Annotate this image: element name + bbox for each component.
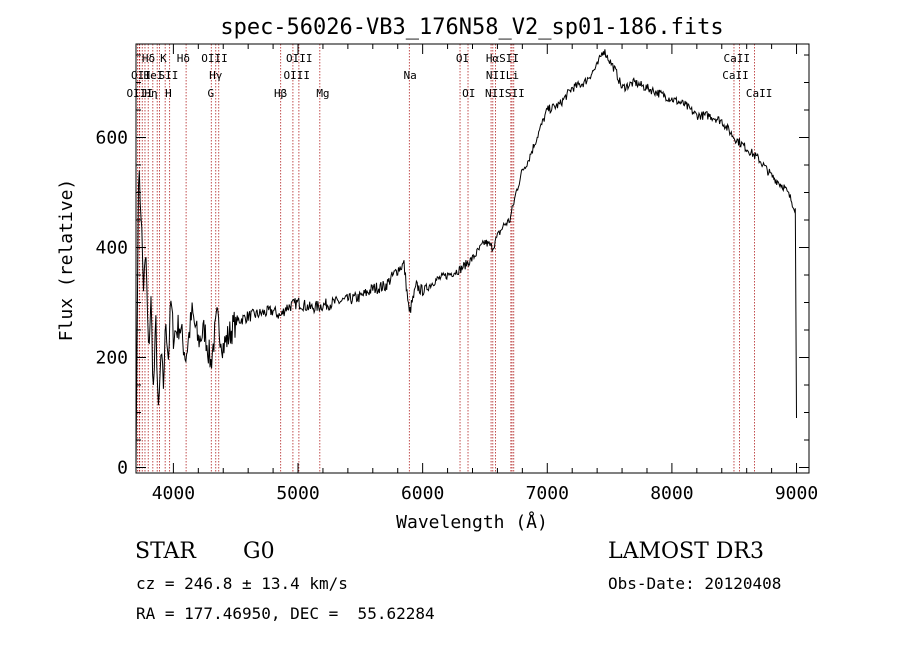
spectrum-line xyxy=(135,49,797,468)
line-label: CaII xyxy=(746,87,773,100)
y-axis-label: Flux (relative) xyxy=(56,179,77,342)
y-tick-label: 200 xyxy=(95,348,128,369)
line-label: NIISII xyxy=(485,87,525,100)
line-label: G xyxy=(207,87,214,100)
obs-date: Obs-Date: 20120408 xyxy=(608,574,782,593)
axes: 4000 5000 6000 7000 8000 9000 0 200 400 600 xyxy=(95,44,818,504)
x-tick-label: 9000 xyxy=(775,483,818,504)
x-tick-label: 7000 xyxy=(526,483,569,504)
line-label: OIII xyxy=(201,52,228,65)
line-label: SII xyxy=(158,69,178,82)
line-label: HeI xyxy=(144,69,164,82)
line-label: CaII xyxy=(722,69,749,82)
coordinates: RA = 177.46950, DEC = 55.62284 xyxy=(136,604,435,623)
x-axis-label: Wavelength (Å) xyxy=(396,511,548,533)
line-label: OIII xyxy=(286,52,313,65)
x-tick-label: 4000 xyxy=(152,483,195,504)
line-label: Hδ xyxy=(177,52,190,65)
y-tick-label: 0 xyxy=(117,458,128,479)
line-label: Hγ xyxy=(209,69,223,82)
line-label: NIILi xyxy=(486,69,519,82)
survey-name: LAMOST DR3 xyxy=(608,539,764,564)
line-label: OIII xyxy=(126,87,153,100)
line-label: K xyxy=(160,52,167,65)
y-tick-label: 600 xyxy=(95,128,128,149)
line-label: OI xyxy=(462,87,475,100)
line-label: CaII xyxy=(723,52,750,65)
line-label: H xyxy=(165,87,172,100)
line-label: Na xyxy=(404,69,417,82)
line-label: OI xyxy=(456,52,469,65)
chart-title: spec-56026-VB3_176N58_V2_sp01-186.fits xyxy=(220,15,723,40)
object-class: STAR xyxy=(135,539,196,564)
x-tick-label: 8000 xyxy=(650,483,693,504)
spectrum-series xyxy=(135,49,797,468)
x-tick-label: 6000 xyxy=(401,483,444,504)
line-label: OIII xyxy=(284,69,311,82)
emission-line-markers xyxy=(137,44,755,473)
line-label: Hδ xyxy=(142,52,155,65)
line-label: Hβ xyxy=(274,87,288,100)
line-label: Mg xyxy=(316,87,329,100)
line-label: Hη xyxy=(144,87,157,100)
x-tick-label: 5000 xyxy=(276,483,319,504)
y-tick-label: 400 xyxy=(95,238,128,259)
object-subclass: G0 xyxy=(243,539,275,564)
line-label: HαSII xyxy=(486,52,519,65)
redshift-cz: cz = 246.8 ± 13.4 km/s xyxy=(136,574,348,593)
